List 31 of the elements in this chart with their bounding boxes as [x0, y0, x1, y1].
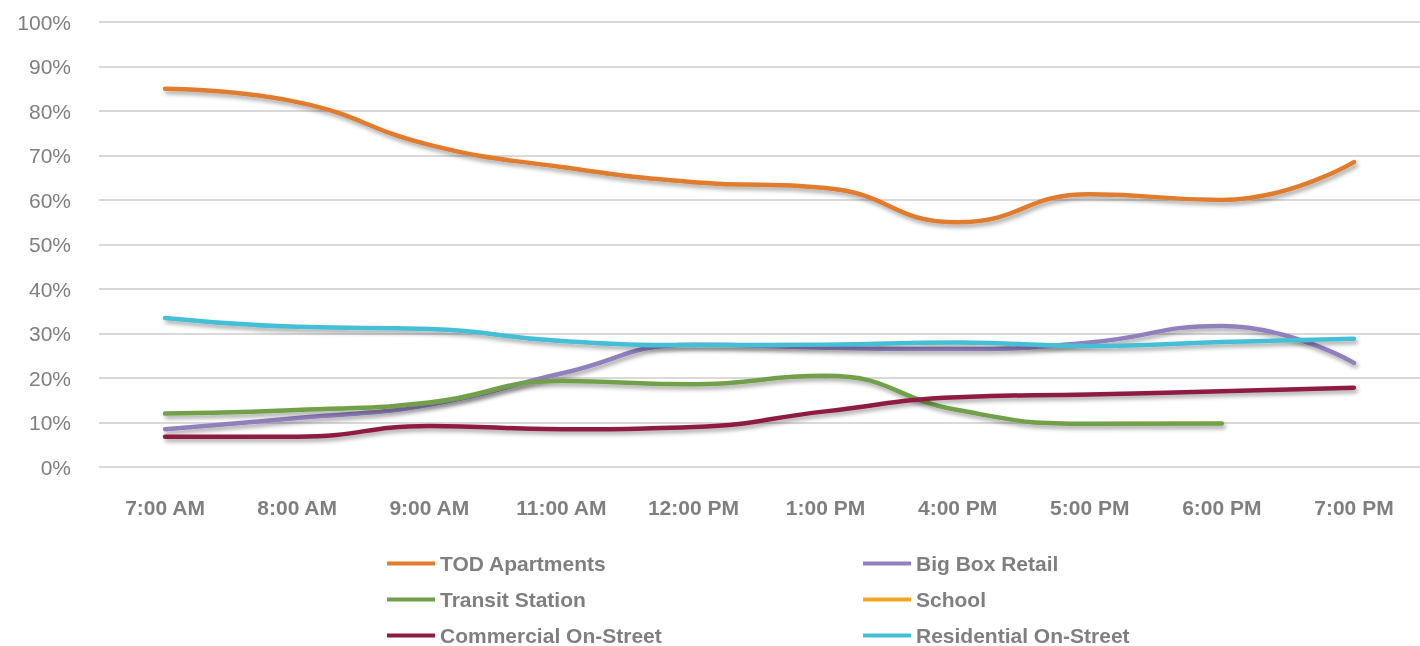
line-series	[162, 385, 1357, 439]
x-tick-label: 7:00 AM	[125, 496, 205, 519]
y-tick-label: 20%	[28, 366, 71, 390]
line-series	[162, 373, 1225, 427]
line-series	[162, 315, 1357, 349]
legend-label: Transit Station	[440, 588, 586, 611]
y-tick-label: 10%	[28, 411, 71, 434]
x-tick-label: 6:00 PM	[1182, 496, 1262, 519]
line-series	[162, 86, 1357, 225]
y-tick-label: 0%	[40, 455, 71, 479]
y-tick-label: 70%	[28, 144, 71, 167]
y-tick-label: 40%	[28, 277, 71, 301]
y-tick-label: 80%	[28, 99, 71, 123]
y-tick-label: 30%	[28, 322, 71, 345]
y-tick-label: 50%	[28, 233, 71, 256]
legend-label: School	[916, 588, 987, 611]
x-tick-label: 4:00 PM	[917, 496, 998, 519]
x-tick-label: 12:00 PM	[647, 496, 739, 519]
x-tick-label: 7:00 PM	[1314, 496, 1394, 519]
legend-label: TOD Apartments	[440, 552, 606, 575]
legend-label: Commercial On-Street	[440, 624, 662, 646]
y-tick-label: 100%	[17, 10, 71, 34]
y-tick-label: 60%	[28, 188, 71, 212]
y-tick-label: 90%	[28, 55, 71, 78]
x-tick-label: 1:00 PM	[785, 496, 866, 519]
legend-label: Big Box Retail	[916, 552, 1059, 575]
x-tick-label: 9:00 AM	[389, 496, 470, 519]
x-tick-label: 11:00 AM	[516, 496, 607, 519]
x-tick-label: 5:00 PM	[1050, 496, 1130, 519]
x-tick-label: 8:00 AM	[257, 496, 338, 519]
legend-label: Residential On-Street	[916, 624, 1130, 646]
